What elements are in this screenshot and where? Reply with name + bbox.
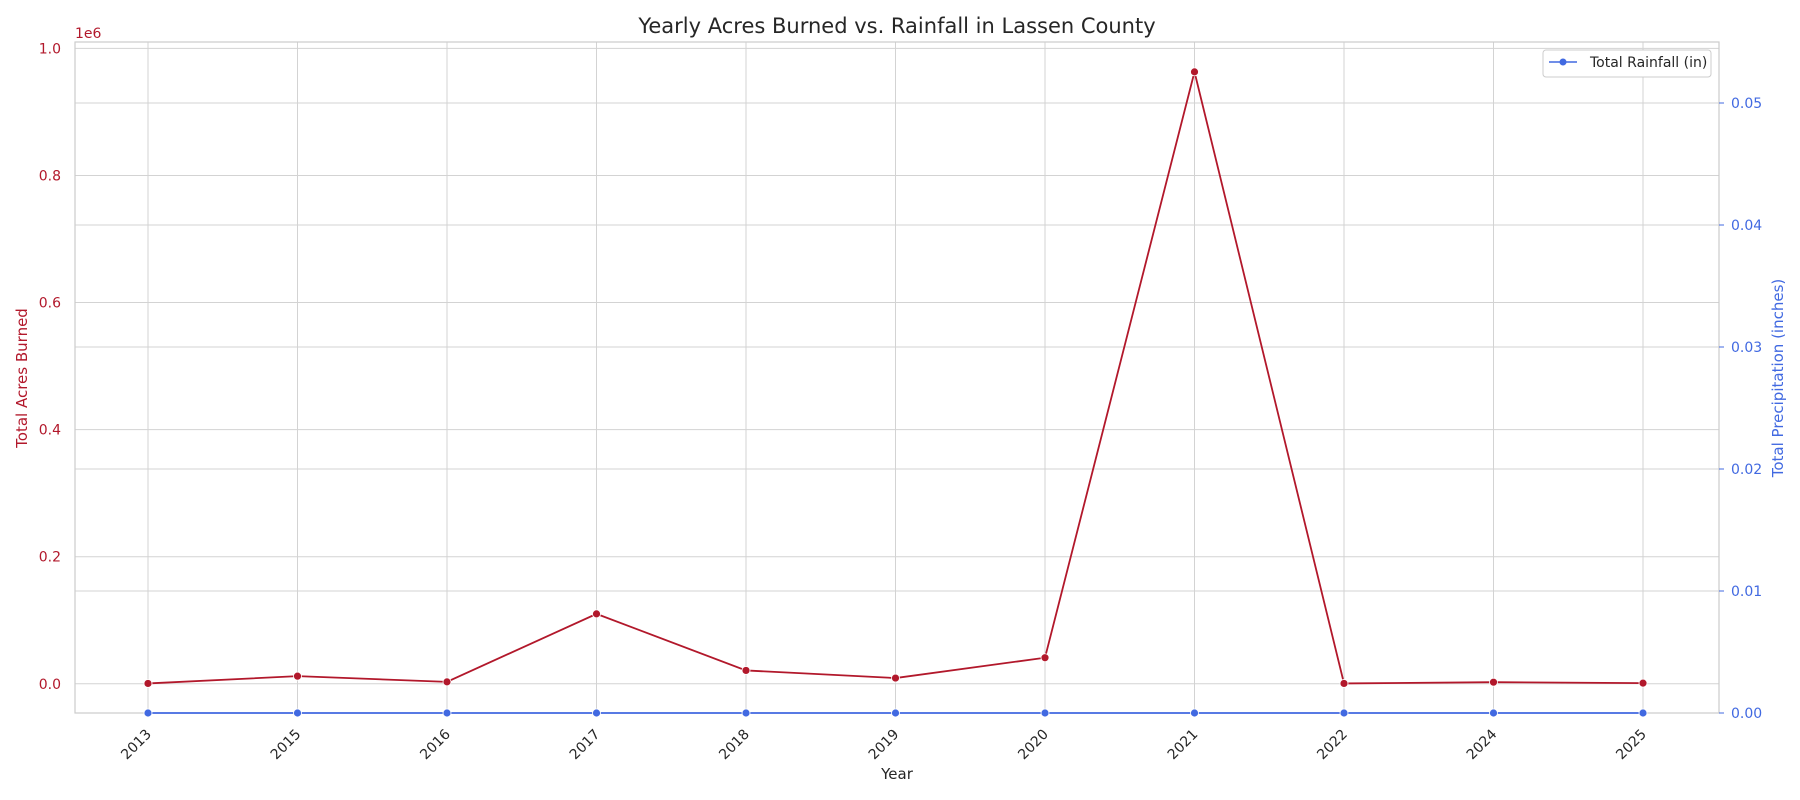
x-tick-label: 2018 bbox=[716, 727, 753, 764]
rainfall-point bbox=[891, 708, 900, 718]
x-tick-label: 2015 bbox=[268, 727, 305, 764]
acres-burned-point bbox=[1638, 678, 1648, 688]
x-tick-label: 2025 bbox=[1613, 727, 1650, 764]
rainfall-point bbox=[1190, 708, 1199, 718]
acres-burned-point bbox=[1040, 653, 1050, 663]
chart-title: Yearly Acres Burned vs. Rainfall in Lass… bbox=[637, 14, 1155, 38]
rainfall-point bbox=[741, 708, 751, 718]
left-y-tick-label: 0.6 bbox=[39, 296, 61, 312]
left-y-tick-label: 1.0 bbox=[39, 41, 61, 57]
right-y-axis: 0.00 0.01 0.02 0.03 0.04 0.05 bbox=[1719, 96, 1762, 722]
left-y-tick-label: 0.8 bbox=[39, 168, 61, 184]
right-y-tick-label: 0.03 bbox=[1731, 340, 1762, 356]
grid-lines bbox=[75, 42, 1719, 714]
legend: Total Rainfall (in) bbox=[1542, 49, 1712, 78]
right-y-tick-label: 0.00 bbox=[1731, 706, 1762, 722]
rainfall-point bbox=[1339, 708, 1349, 718]
x-tick-label: 2022 bbox=[1314, 727, 1351, 764]
legend-box bbox=[1542, 49, 1712, 78]
x-axis: 2013 2015 2016 2017 2018 2019 2020 2021 2022 2024… bbox=[118, 726, 1650, 763]
rainfall-point bbox=[1638, 708, 1648, 718]
rainfall-point bbox=[1040, 708, 1050, 718]
right-y-tick-label: 0.02 bbox=[1731, 462, 1762, 478]
rainfall-point bbox=[143, 708, 153, 718]
acres-burned-point bbox=[1489, 677, 1498, 687]
right-y-axis-label: Total Precipitation (inches) bbox=[1769, 279, 1787, 479]
x-tick-label: 2024 bbox=[1464, 726, 1501, 763]
acres-burned-point bbox=[1190, 67, 1199, 77]
left-y-axis: 0.0 0.2 0.4 0.6 0.8 1.0 bbox=[39, 41, 61, 692]
acres-burned-point bbox=[143, 679, 153, 688]
left-y-tick-label: 0.4 bbox=[39, 423, 61, 439]
x-tick-label: 2021 bbox=[1165, 727, 1202, 764]
rainfall-point bbox=[442, 708, 452, 718]
left-y-axis-label: Total Acres Burned bbox=[13, 308, 31, 449]
left-y-tick-label: 0.0 bbox=[39, 677, 61, 693]
x-tick-label: 2019 bbox=[866, 727, 903, 764]
acres-burned-point bbox=[293, 671, 302, 681]
right-y-tick-label: 0.01 bbox=[1731, 584, 1762, 600]
rainfall-point bbox=[293, 708, 302, 718]
rainfall-point bbox=[1489, 708, 1498, 718]
acres-burned-point bbox=[442, 677, 452, 687]
x-tick-label: 2013 bbox=[118, 727, 155, 764]
rainfall-point bbox=[592, 708, 601, 718]
series-layer bbox=[143, 67, 1648, 718]
x-tick-label: 2020 bbox=[1015, 727, 1052, 764]
plot-frame bbox=[74, 41, 1720, 714]
x-axis-label: Year bbox=[880, 765, 914, 783]
acres-burned-point bbox=[592, 609, 601, 619]
left-axis-offset-label: 1e6 bbox=[75, 26, 102, 42]
acres-burned-point bbox=[741, 666, 751, 675]
right-y-tick-label: 0.05 bbox=[1731, 96, 1762, 112]
legend-entry-label: Total Rainfall (in) bbox=[1589, 55, 1707, 71]
x-tick-label: 2017 bbox=[567, 727, 604, 764]
legend-marker-icon bbox=[1559, 58, 1567, 66]
acres-burned-point bbox=[891, 673, 900, 683]
right-y-tick-label: 0.04 bbox=[1731, 218, 1762, 234]
left-y-tick-label: 0.2 bbox=[39, 550, 61, 566]
acres-burned-point bbox=[1339, 679, 1349, 688]
x-tick-label: 2016 bbox=[417, 726, 454, 763]
